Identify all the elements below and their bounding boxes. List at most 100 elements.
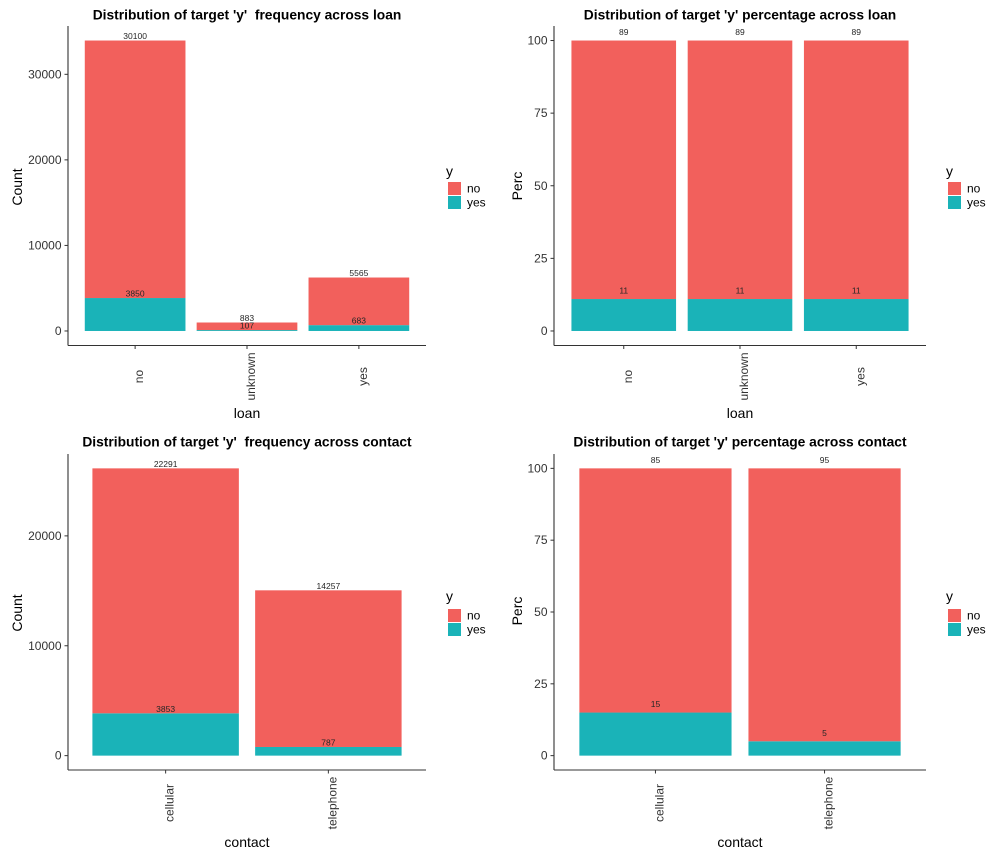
x-axis-title: contact	[224, 834, 269, 850]
y-axis-title: Perc	[509, 597, 525, 626]
y-tick-label: 20000	[28, 153, 62, 167]
y-tick-label: 10000	[28, 238, 62, 252]
bar-segment-no	[84, 40, 186, 299]
y-tick-label: 20000	[28, 529, 62, 543]
legend-swatch-yes	[948, 623, 961, 636]
x-tick-label: yes	[853, 367, 867, 386]
bar-label-no: 883	[240, 313, 254, 323]
y-tick-label: 50	[534, 605, 548, 619]
y-tick-label: 25	[534, 251, 548, 265]
bar-label-yes: 3853	[156, 704, 175, 714]
bar-segment-yes	[803, 299, 909, 331]
x-axis-title: contact	[717, 834, 762, 850]
y-tick-label: 100	[527, 461, 547, 475]
bar-segment-yes	[92, 713, 239, 756]
legend-swatch-no	[948, 182, 961, 195]
bar-segment-yes	[687, 299, 793, 331]
bar-label-yes: 15	[651, 699, 661, 709]
chart-title: Distribution of target 'y' percentage ac…	[573, 435, 907, 450]
chart-title: Distribution of target 'y' frequency acr…	[82, 435, 412, 450]
y-tick-label: 0	[541, 749, 548, 763]
y-tick-label: 0	[55, 324, 62, 338]
bar-label-yes: 3850	[126, 289, 145, 299]
bar-segment-yes	[748, 741, 901, 756]
legend-label-no: no	[967, 182, 981, 196]
bars	[579, 468, 901, 756]
bar-label-no: 89	[619, 27, 629, 37]
bar-segment-no	[571, 40, 677, 300]
legend-title: y	[446, 588, 453, 604]
bar-label-no: 85	[651, 455, 661, 465]
chart-contact-percentage: Distribution of target 'y' percentage ac…	[509, 435, 986, 851]
bar-label-yes: 107	[240, 321, 254, 331]
bar-segment-no	[308, 277, 410, 326]
legend-swatch-no	[948, 609, 961, 622]
chart-contact-frequency: Distribution of target 'y' frequency acr…	[9, 435, 486, 851]
y-tick-label: 50	[534, 179, 548, 193]
legend-label-no: no	[467, 609, 481, 623]
bar-label-no: 95	[820, 455, 830, 465]
x-tick-label: no	[621, 370, 635, 384]
bar-segment-no	[687, 40, 793, 300]
bar-label-no: 14257	[317, 581, 341, 591]
legend-swatch-yes	[448, 623, 461, 636]
y-tick-label: 10000	[28, 639, 62, 653]
bar-label-yes: 787	[321, 737, 335, 747]
x-tick-label: telephone	[325, 776, 339, 829]
y-axis-title: Perc	[509, 172, 525, 201]
chart-title: Distribution of target 'y' frequency acr…	[93, 8, 402, 23]
bar-label-yes: 11	[619, 286, 628, 296]
bar-segment-no	[748, 468, 901, 742]
bars	[84, 40, 410, 331]
bar-label-yes: 11	[852, 286, 861, 296]
bar-label-no: 30100	[123, 31, 147, 41]
bar-labels: 89 11 89 11 89 11	[619, 27, 861, 296]
y-tick-label: 25	[534, 677, 548, 691]
x-tick-label: telephone	[822, 776, 836, 829]
chart-title: Distribution of target 'y' percentage ac…	[584, 8, 896, 23]
bar-segment-no	[579, 468, 732, 713]
legend-label-no: no	[467, 182, 481, 196]
y-tick-label: 30000	[28, 67, 62, 81]
bar-label-no: 22291	[154, 459, 178, 469]
bar-labels: 85 15 95 5	[651, 455, 830, 738]
x-tick-label: unknown	[244, 352, 258, 400]
x-axis-title: loan	[234, 405, 260, 421]
legend-title: y	[946, 588, 953, 604]
chart-loan-percentage: Distribution of target 'y' percentage ac…	[509, 8, 986, 422]
bar-segment-yes	[255, 746, 402, 756]
x-tick-label: cellular	[652, 784, 666, 822]
y-tick-label: 100	[527, 34, 547, 48]
bar-labels: 22291 3853 14257 787	[154, 459, 341, 748]
bar-segment-no	[92, 468, 239, 714]
chart-loan-frequency: Distribution of target 'y' frequency acr…	[9, 8, 486, 422]
bar-segment-yes	[196, 330, 298, 331]
legend-label-no: no	[967, 609, 981, 623]
legend-label-yes: yes	[967, 623, 986, 637]
legend-swatch-no	[448, 609, 461, 622]
bar-label-no: 89	[735, 27, 745, 37]
legend-label-yes: yes	[467, 196, 486, 210]
legend-swatch-yes	[448, 196, 461, 209]
legend-label-yes: yes	[467, 623, 486, 637]
y-tick-label: 75	[534, 106, 548, 120]
bars	[571, 40, 909, 331]
y-tick-label: 75	[534, 533, 548, 547]
x-axis-title: loan	[727, 405, 753, 421]
x-tick-label: yes	[356, 367, 370, 386]
y-tick-label: 0	[55, 749, 62, 763]
bar-label-yes: 11	[736, 286, 745, 296]
x-tick-label: no	[132, 370, 146, 384]
legend-title: y	[446, 163, 453, 179]
bar-label-yes: 5	[822, 728, 827, 738]
bar-segment-no	[196, 322, 298, 331]
y-axis-title: Count	[9, 168, 25, 205]
legend-title: y	[946, 163, 953, 179]
legend-label-yes: yes	[967, 196, 986, 210]
x-tick-label: unknown	[737, 352, 751, 400]
